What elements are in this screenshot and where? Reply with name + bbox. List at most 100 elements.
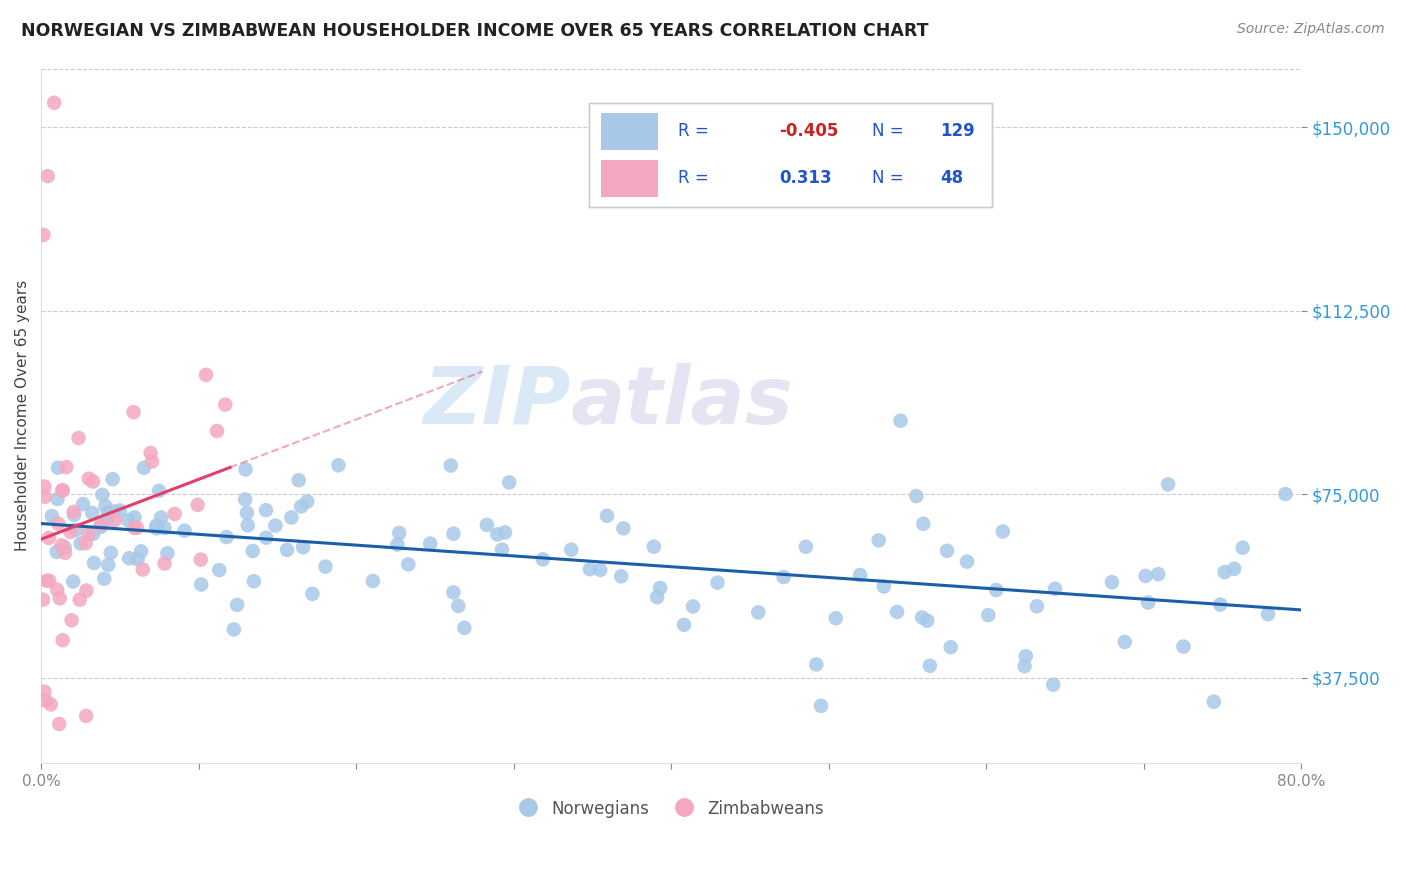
Point xyxy=(46,516,69,531)
Point xyxy=(1101,575,1123,590)
Point xyxy=(69,592,91,607)
Point xyxy=(101,472,124,486)
Point xyxy=(100,546,122,560)
Point xyxy=(1157,477,1180,491)
Point xyxy=(824,611,846,625)
Point xyxy=(67,431,90,445)
Point xyxy=(986,582,1008,597)
Point xyxy=(387,538,409,552)
Point xyxy=(173,524,195,538)
Point xyxy=(53,546,76,560)
Point xyxy=(531,552,554,566)
Point xyxy=(447,599,470,613)
Point xyxy=(441,526,464,541)
Point xyxy=(55,460,77,475)
Point xyxy=(145,518,167,533)
Point xyxy=(491,542,513,557)
Point xyxy=(59,524,82,539)
Point xyxy=(38,574,60,588)
Point xyxy=(97,506,120,520)
Point xyxy=(441,585,464,599)
Point xyxy=(34,479,56,493)
Point xyxy=(97,558,120,572)
Point xyxy=(292,540,315,554)
Point xyxy=(205,424,228,438)
Point xyxy=(1043,582,1066,596)
Point xyxy=(75,536,97,550)
Point xyxy=(37,169,59,183)
Text: atlas: atlas xyxy=(571,363,793,441)
Point xyxy=(226,598,249,612)
Point xyxy=(650,581,672,595)
Point xyxy=(222,623,245,637)
Point xyxy=(905,489,928,503)
Point xyxy=(90,517,112,532)
Point xyxy=(118,551,141,566)
Legend: Norwegians, Zimbabweans: Norwegians, Zimbabweans xyxy=(512,793,831,824)
Point xyxy=(280,510,302,524)
Point xyxy=(51,483,73,498)
Point xyxy=(1213,565,1236,579)
Point xyxy=(46,460,69,475)
Point xyxy=(194,368,217,382)
Point xyxy=(32,227,55,242)
Point xyxy=(77,472,100,486)
Point xyxy=(104,513,127,527)
Point xyxy=(52,483,75,498)
Point xyxy=(53,541,76,555)
Point xyxy=(148,483,170,498)
Point xyxy=(45,545,67,559)
Point xyxy=(1014,659,1036,673)
Point xyxy=(77,527,100,541)
Point xyxy=(747,606,769,620)
Point xyxy=(388,525,411,540)
Point xyxy=(51,538,73,552)
Point xyxy=(62,505,84,519)
Point xyxy=(1173,640,1195,654)
Y-axis label: Householder Income Over 65 years: Householder Income Over 65 years xyxy=(15,280,30,551)
Point xyxy=(1232,541,1254,555)
Point xyxy=(236,518,259,533)
Point xyxy=(163,507,186,521)
Point xyxy=(125,521,148,535)
Text: Source: ZipAtlas.com: Source: ZipAtlas.com xyxy=(1237,22,1385,37)
Point xyxy=(124,510,146,524)
Point xyxy=(494,525,516,540)
Point xyxy=(44,95,66,110)
Point xyxy=(956,555,979,569)
Point xyxy=(1137,595,1160,609)
Point xyxy=(886,605,908,619)
Point xyxy=(295,494,318,508)
Point xyxy=(62,574,84,589)
Point xyxy=(936,543,959,558)
Point xyxy=(235,462,257,476)
Point xyxy=(1274,487,1296,501)
Point xyxy=(63,508,86,522)
Point xyxy=(301,587,323,601)
Point xyxy=(153,557,176,571)
Point xyxy=(1147,567,1170,582)
Point xyxy=(1223,562,1246,576)
Point xyxy=(977,608,1000,623)
Point xyxy=(139,446,162,460)
Point xyxy=(34,684,56,698)
Point xyxy=(612,521,634,535)
Point xyxy=(34,490,56,504)
Point xyxy=(96,513,118,527)
Point xyxy=(117,513,139,527)
Point xyxy=(141,454,163,468)
Point xyxy=(38,531,60,545)
Point xyxy=(208,563,231,577)
Point xyxy=(1209,598,1232,612)
Point xyxy=(794,540,817,554)
Point xyxy=(46,491,69,506)
Point xyxy=(475,518,498,533)
Point xyxy=(810,698,832,713)
Point xyxy=(1135,569,1157,583)
Point xyxy=(39,698,62,712)
Point xyxy=(41,509,63,524)
Point xyxy=(32,592,55,607)
Point xyxy=(579,562,602,576)
Point xyxy=(214,398,236,412)
Point xyxy=(233,492,256,507)
